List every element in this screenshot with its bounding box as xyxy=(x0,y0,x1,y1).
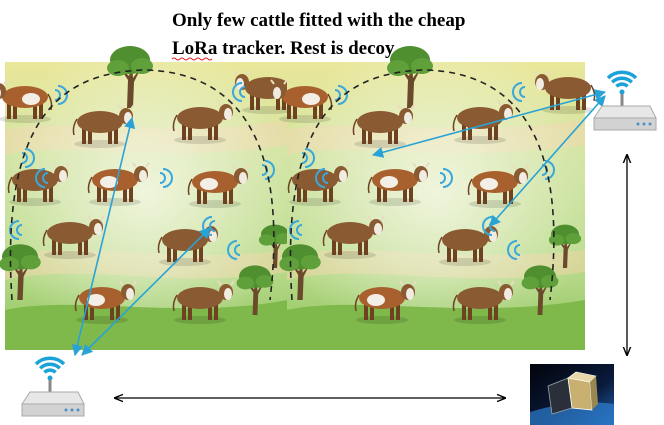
cow-shadow xyxy=(454,316,506,324)
cow-shadow xyxy=(174,136,226,144)
tree-crown xyxy=(237,277,255,290)
tree-crown xyxy=(259,234,274,245)
cow-body xyxy=(177,107,223,129)
cow-face xyxy=(406,288,414,300)
cow-spot xyxy=(380,176,398,188)
cow-shadow xyxy=(469,200,521,208)
tree-crown xyxy=(279,257,299,271)
cow-shadow xyxy=(454,136,506,144)
cow-face xyxy=(224,288,232,300)
gateway-led xyxy=(637,123,640,126)
gateway-antenna xyxy=(49,380,52,392)
gateway-led xyxy=(65,409,68,412)
gateway-signal xyxy=(40,364,60,368)
tree-crown xyxy=(522,277,540,290)
tree-crown xyxy=(411,58,433,74)
cow-spot xyxy=(200,178,218,190)
cow-body xyxy=(327,222,373,244)
cow-shadow xyxy=(174,316,226,324)
cow-face xyxy=(239,172,247,184)
cow-shadow xyxy=(189,200,241,208)
cow-face xyxy=(374,223,382,235)
cow-shadow xyxy=(89,198,141,206)
page: Only few cattle fitted with the cheap Lo… xyxy=(0,0,664,425)
cow-face xyxy=(519,172,527,184)
cow-shadow xyxy=(289,198,341,206)
cow-tail xyxy=(591,85,595,101)
gateway-box xyxy=(22,392,84,404)
cow-face xyxy=(419,170,427,182)
cow-shadow xyxy=(44,251,96,259)
cow-face xyxy=(59,170,67,182)
tree-crown xyxy=(131,58,153,74)
title-line: LoRa tracker. Rest is decoy xyxy=(172,38,395,59)
cow-body xyxy=(12,169,58,191)
gateway-signal xyxy=(44,370,55,372)
cow-body xyxy=(162,229,208,251)
cow-face xyxy=(536,78,544,90)
cow-body xyxy=(292,169,338,191)
tree-crown xyxy=(387,60,409,76)
cow-body xyxy=(545,77,591,99)
cow-body xyxy=(357,111,403,133)
cow-face xyxy=(404,112,412,124)
gateway-box xyxy=(594,106,656,118)
gateway-led xyxy=(649,123,652,126)
cow-face xyxy=(224,108,232,120)
gateway-led xyxy=(71,409,74,412)
gateway-box xyxy=(594,118,656,130)
gateway-led xyxy=(643,123,646,126)
cow-shadow xyxy=(324,251,376,259)
gateway xyxy=(22,358,84,416)
cow-body xyxy=(177,287,223,309)
satellite xyxy=(530,364,614,425)
cow-face xyxy=(489,230,497,242)
cow-face xyxy=(94,223,102,235)
gateway-signal xyxy=(612,78,632,82)
cow-face xyxy=(339,170,347,182)
cow-body xyxy=(47,222,93,244)
cow-spot xyxy=(302,93,320,105)
tree-crown xyxy=(301,255,321,269)
cow-body xyxy=(77,111,123,133)
gateway-signal xyxy=(620,90,625,95)
cubesat-body xyxy=(568,378,592,410)
grass-foreground xyxy=(5,300,287,350)
tree-crown xyxy=(107,60,129,76)
cow-face xyxy=(139,170,147,182)
cow-face xyxy=(504,288,512,300)
cow-face xyxy=(273,87,281,99)
gateway-box xyxy=(22,404,84,416)
cow-shadow xyxy=(9,198,61,206)
cow-body xyxy=(442,229,488,251)
gateway-signal xyxy=(48,376,53,381)
field-panel xyxy=(0,46,295,350)
gateway-led xyxy=(77,409,80,412)
cow-shadow xyxy=(159,258,211,266)
cow-shadow xyxy=(354,140,406,148)
title-line: Only few cattle fitted with the cheap xyxy=(172,10,465,31)
tree-crown xyxy=(549,234,564,245)
cow-shadow xyxy=(242,106,294,114)
cow-shadow xyxy=(74,140,126,148)
gateway xyxy=(594,72,656,130)
cow-spot xyxy=(480,178,498,190)
tree-crown xyxy=(21,255,41,269)
tree-crown xyxy=(566,233,581,244)
tree-crown xyxy=(0,257,19,271)
gateway-signal xyxy=(616,84,627,86)
tree-crown xyxy=(541,275,559,288)
cow-body xyxy=(457,287,503,309)
field-panel xyxy=(271,46,595,350)
cow-shadow xyxy=(439,258,491,266)
gateway-antenna xyxy=(621,94,624,106)
cow-shadow xyxy=(356,316,408,324)
cow-spot xyxy=(367,294,385,306)
cow-spot xyxy=(22,93,40,105)
cow-shadow xyxy=(369,198,421,206)
cow-face xyxy=(126,288,134,300)
cow-face xyxy=(209,230,217,242)
diagram: Only few cattle fitted with the cheap Lo… xyxy=(0,0,664,425)
